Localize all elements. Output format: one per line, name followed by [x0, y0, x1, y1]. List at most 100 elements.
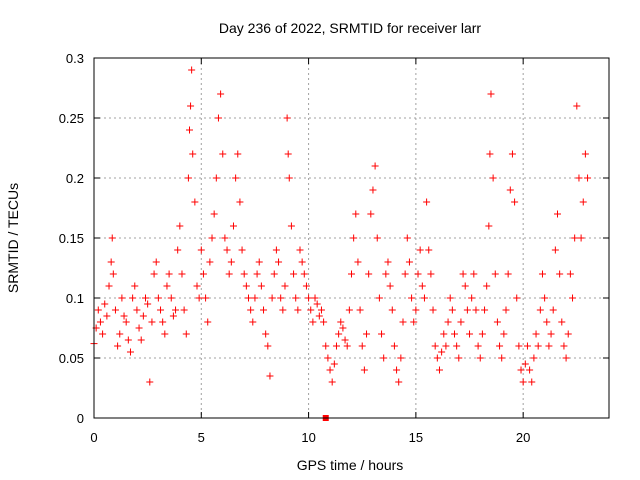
data-point: [287, 222, 295, 230]
y-tick-label: 0.25: [59, 111, 84, 126]
data-point: [410, 318, 418, 326]
data-point: [157, 306, 165, 314]
data-point: [268, 294, 276, 302]
data-point: [311, 294, 319, 302]
data-point: [577, 234, 585, 242]
data-point: [528, 378, 536, 386]
data-point: [195, 294, 203, 302]
data-point: [159, 318, 167, 326]
data-point: [146, 378, 154, 386]
data-point: [242, 282, 250, 290]
data-point: [493, 318, 501, 326]
data-point: [412, 306, 420, 314]
data-point: [408, 294, 416, 302]
data-point: [356, 306, 364, 314]
data-point: [111, 306, 119, 314]
x-axis-label: GPS time / hours: [297, 457, 404, 473]
data-point: [506, 186, 514, 194]
data-point: [144, 300, 152, 308]
data-point: [446, 294, 454, 302]
data-point: [530, 354, 538, 362]
data-point: [504, 270, 512, 278]
marks-layer: [90, 66, 592, 421]
data-point: [337, 318, 345, 326]
data-point: [204, 318, 212, 326]
data-point: [341, 336, 349, 344]
data-point: [180, 306, 188, 314]
data-point: [199, 270, 207, 278]
data-point: [307, 306, 315, 314]
data-point: [247, 306, 255, 314]
data-point: [281, 282, 289, 290]
data-point: [481, 306, 489, 314]
data-point: [206, 258, 214, 266]
data-point: [210, 210, 218, 218]
data-point: [257, 282, 265, 290]
data-point: [573, 102, 581, 110]
data-point: [551, 246, 559, 254]
data-point: [305, 294, 313, 302]
data-point: [367, 210, 375, 218]
data-point: [133, 306, 141, 314]
data-point: [292, 294, 300, 302]
data-point: [223, 246, 231, 254]
y-tick-label: 0.05: [59, 351, 84, 366]
data-point: [416, 246, 424, 254]
data-point: [255, 258, 263, 266]
data-point: [489, 174, 497, 182]
data-point: [386, 282, 394, 290]
data-point: [135, 324, 143, 332]
data-point: [191, 198, 199, 206]
data-point: [96, 318, 104, 326]
data-point: [262, 330, 270, 338]
data-point: [294, 306, 302, 314]
data-point: [534, 342, 542, 350]
y-tick-label: 0.15: [59, 231, 84, 246]
data-point: [236, 198, 244, 206]
data-point: [393, 366, 401, 374]
data-point: [486, 150, 494, 158]
data-point: [369, 186, 377, 194]
data-point: [360, 366, 368, 374]
data-point: [189, 150, 197, 158]
x-tick-label: 10: [301, 430, 315, 445]
data-point: [569, 294, 577, 302]
data-point: [526, 366, 534, 374]
data-point: [324, 354, 332, 362]
y-axis-label: SRMTID / TECUs: [5, 183, 21, 293]
data-point: [435, 366, 443, 374]
data-point: [163, 282, 171, 290]
y-tick-label: 0: [77, 411, 84, 426]
data-point: [478, 330, 486, 338]
data-point: [500, 330, 508, 338]
data-point: [476, 354, 484, 362]
data-point: [298, 258, 306, 266]
data-point: [290, 270, 298, 278]
data-point: [174, 246, 182, 254]
data-point: [275, 258, 283, 266]
data-point: [234, 150, 242, 158]
data-point: [249, 318, 257, 326]
data-point: [240, 270, 248, 278]
data-point: [442, 342, 450, 350]
data-point: [363, 330, 371, 338]
data-point: [272, 246, 280, 254]
data-point: [399, 318, 407, 326]
data-point: [212, 174, 220, 182]
data-point: [277, 294, 285, 302]
data-point: [532, 330, 540, 338]
data-point: [365, 270, 373, 278]
data-point: [433, 354, 441, 362]
data-point: [245, 294, 252, 302]
data-point: [202, 294, 210, 302]
data-point: [354, 258, 362, 266]
data-point: [420, 294, 428, 302]
data-point: [251, 294, 259, 302]
x-tick-label: 5: [198, 430, 205, 445]
data-point: [109, 270, 117, 278]
data-point: [225, 270, 233, 278]
chart-title: Day 236 of 2022, SRMTID for receiver lar…: [219, 20, 482, 36]
data-point: [142, 294, 149, 302]
data-point: [358, 342, 366, 350]
